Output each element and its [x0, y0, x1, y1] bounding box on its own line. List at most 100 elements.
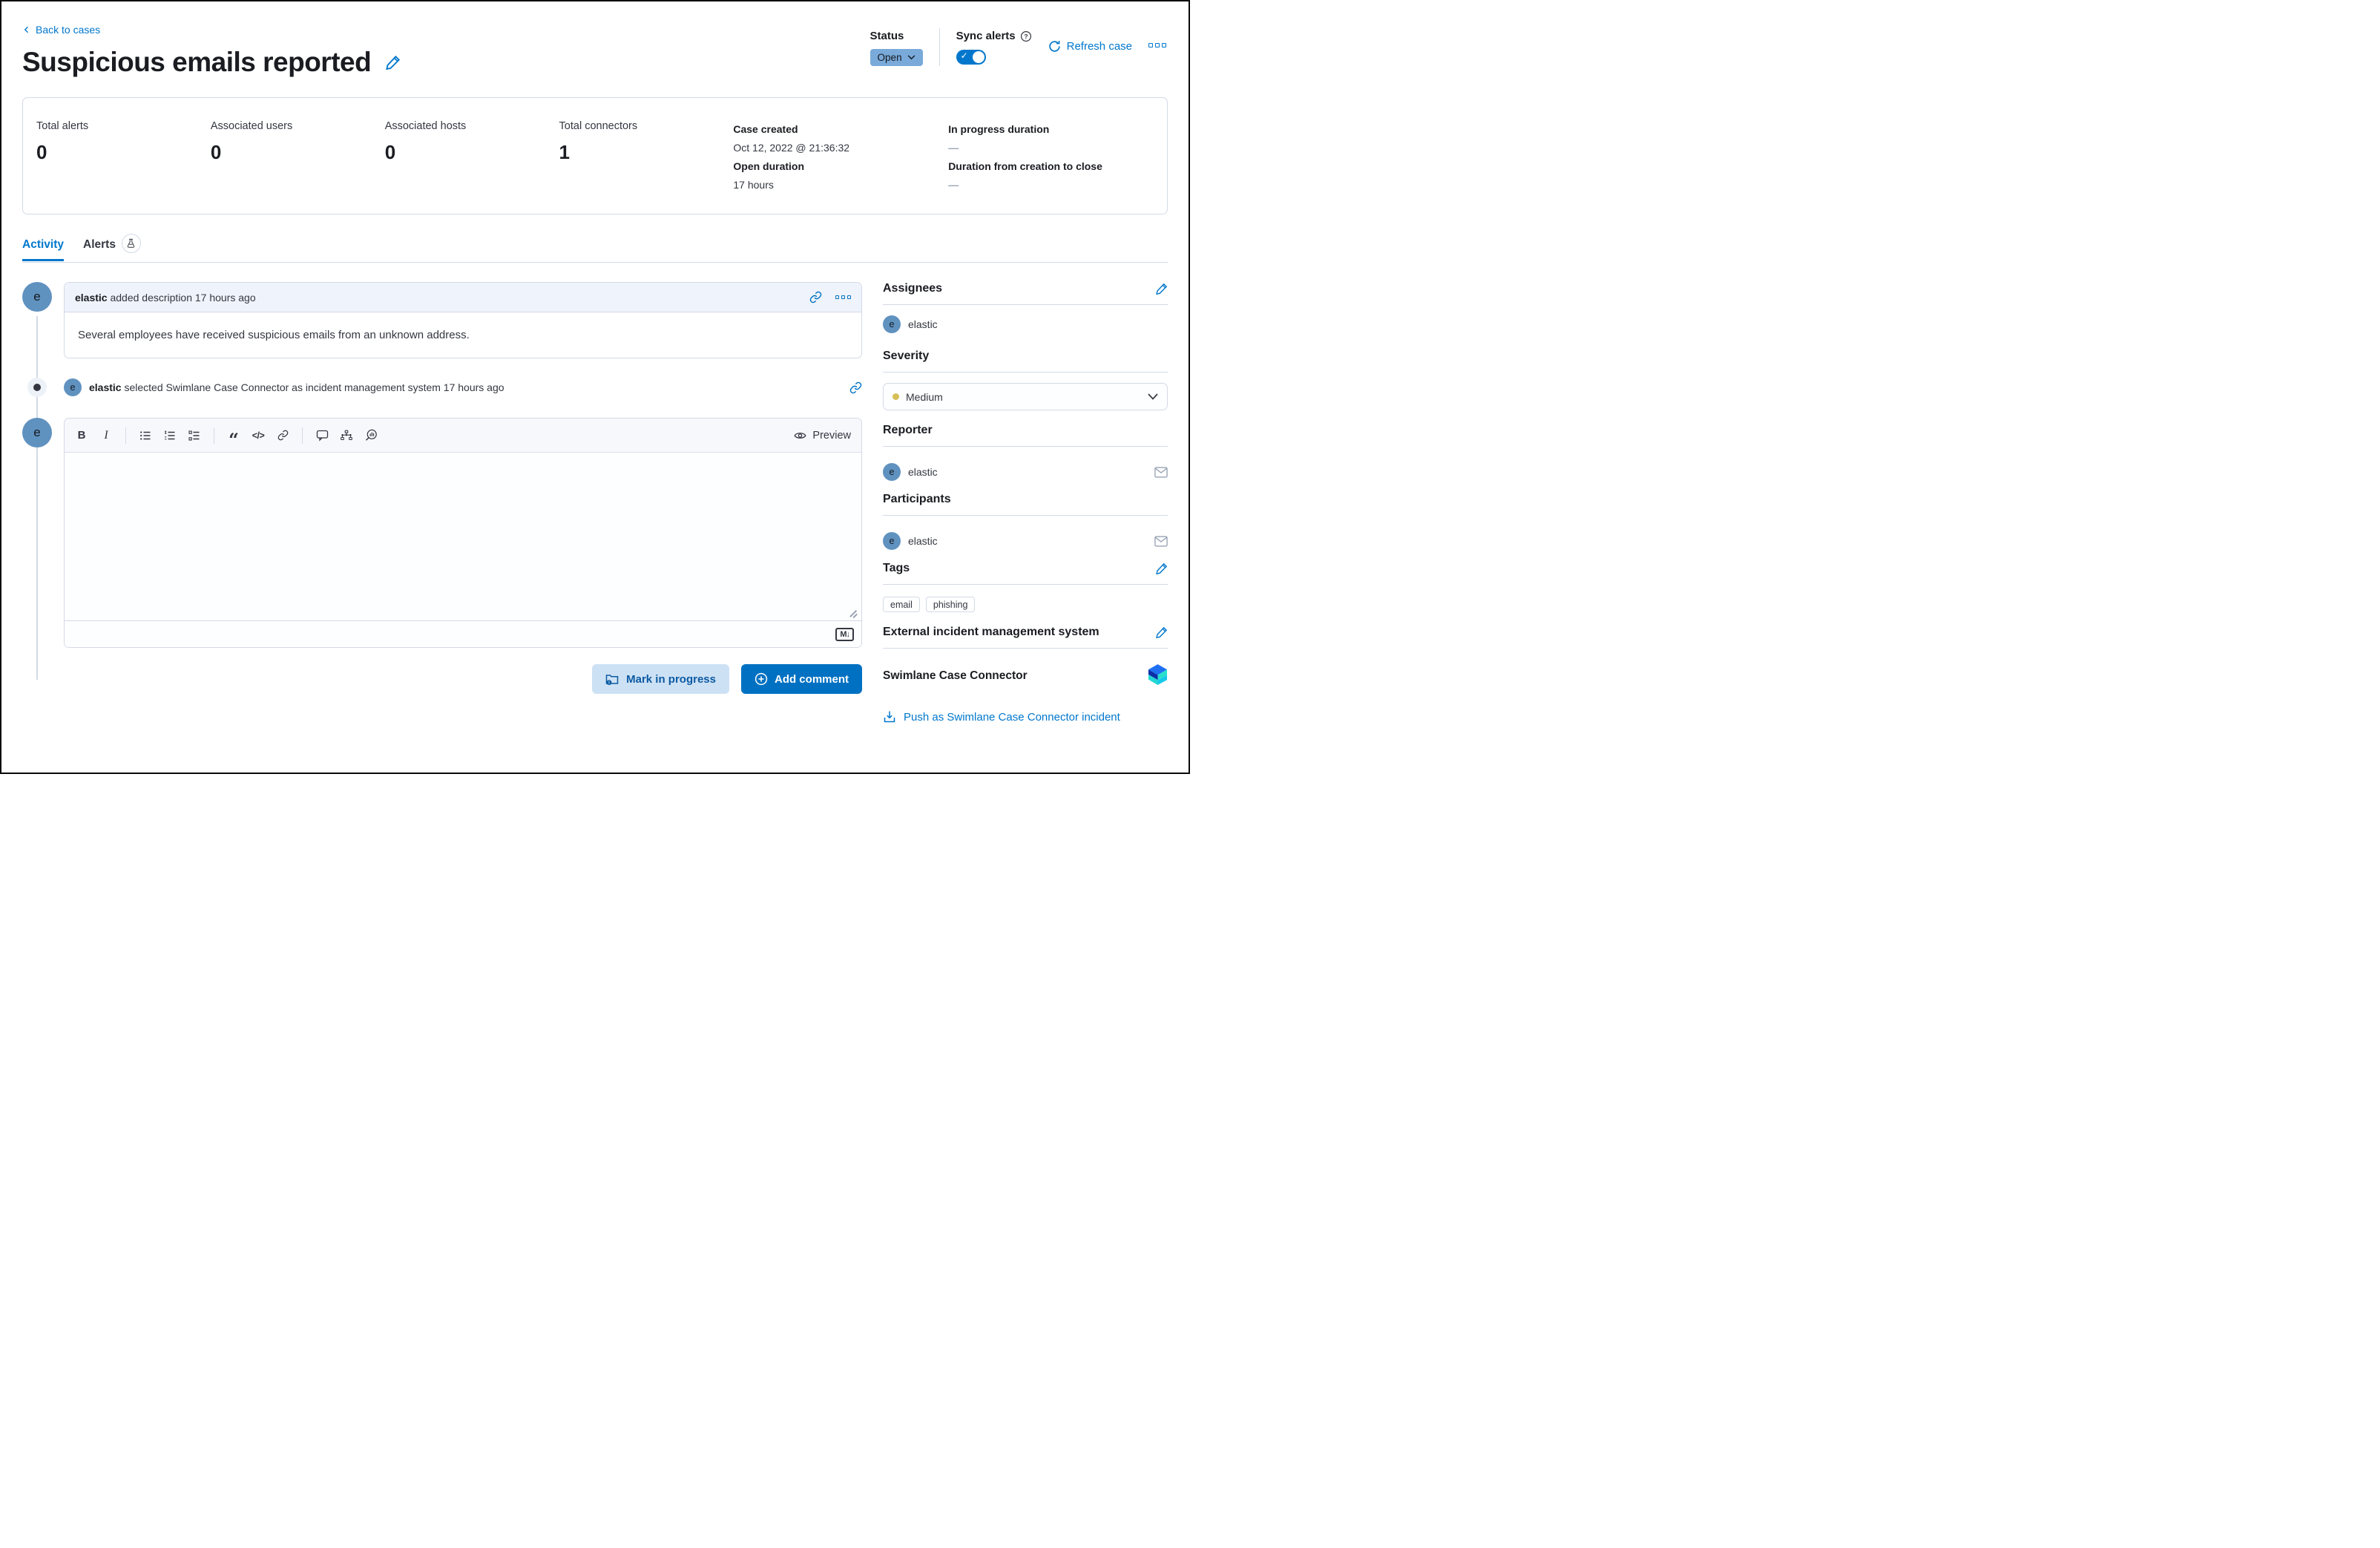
beaker-icon	[128, 238, 135, 248]
case-summary-panel: Total alerts 0 Associated users 0 Associ…	[22, 97, 1168, 214]
back-link-label: Back to cases	[36, 24, 101, 36]
comment-actions-icon[interactable]	[835, 295, 851, 299]
refresh-icon	[1048, 41, 1060, 52]
comment-body: Several employees have received suspicio…	[78, 329, 470, 341]
tab-activity[interactable]: Activity	[22, 238, 64, 261]
svg-text:?: ?	[1024, 33, 1028, 40]
copy-link-icon[interactable]	[809, 291, 822, 304]
case-dates-column: Case created Oct 12, 2022 @ 21:36:32 Ope…	[733, 123, 850, 191]
event-text: selected Swimlane Case Connector as inci…	[124, 381, 504, 393]
stat-total-connectors: Total connectors 1	[559, 120, 638, 163]
edit-title-pencil-icon[interactable]	[386, 55, 401, 70]
connector-row: Swimlane Case Connector	[883, 663, 1168, 688]
back-to-cases-link[interactable]: Back to cases	[22, 24, 100, 36]
lens-button[interactable]	[364, 427, 378, 444]
timeline-line	[36, 316, 38, 680]
status-dropdown[interactable]: Open	[870, 49, 923, 66]
quote-button[interactable]: “	[229, 428, 239, 450]
assignees-title: Assignees	[883, 282, 943, 295]
edit-connector-pencil-icon[interactable]	[1156, 626, 1168, 638]
toggle-check-icon: ✓	[960, 50, 968, 61]
timeline-comment-button[interactable]	[315, 427, 329, 444]
svg-text:!: !	[608, 680, 610, 686]
preview-button[interactable]: Preview	[794, 430, 851, 442]
stat-associated-users: Associated users 0	[210, 120, 293, 163]
participant-row: e elastic	[883, 532, 1168, 550]
connector-name: Swimlane Case Connector	[883, 669, 1028, 682]
avatar: e	[64, 378, 82, 396]
chevron-down-icon	[907, 55, 915, 60]
mark-in-progress-button[interactable]: ! Mark in progress	[592, 664, 729, 694]
reporter-title: Reporter	[883, 424, 933, 436]
eye-icon	[794, 432, 806, 439]
header-divider	[938, 28, 940, 66]
push-incident-button[interactable]: Push as Swimlane Case Connector incident	[883, 710, 1168, 724]
assignee-row: e elastic	[883, 315, 1168, 333]
tags-title: Tags	[883, 562, 910, 574]
description-comment-card: elastic added description 17 hours ago S…	[64, 282, 862, 358]
task-list-button[interactable]	[188, 427, 201, 444]
participants-title: Participants	[883, 493, 951, 505]
edit-tags-pencil-icon[interactable]	[1156, 563, 1168, 574]
avatar: e	[883, 315, 901, 333]
ordered-list-button[interactable]	[163, 427, 177, 444]
tag-badge: phishing	[925, 597, 976, 612]
add-comment-button[interactable]: Add comment	[740, 664, 862, 694]
tag-badge: email	[883, 597, 920, 612]
case-durations-column: In progress duration — Duration from cre…	[948, 123, 1102, 191]
tab-alerts[interactable]: Alerts	[83, 234, 141, 262]
help-icon[interactable]: ?	[1020, 30, 1032, 42]
severity-title: Severity	[883, 350, 930, 362]
sync-alerts-toggle[interactable]: ✓	[956, 50, 986, 65]
sync-alerts-label: Sync alerts	[956, 30, 1016, 42]
edit-assignees-pencil-icon[interactable]	[1156, 283, 1168, 295]
chevron-left-icon	[24, 26, 28, 33]
tag-list: email phishing	[883, 597, 1168, 612]
markdown-toolbar: B I “ </>	[65, 419, 861, 453]
markdown-icon[interactable]: M↓	[835, 627, 854, 641]
severity-dot	[892, 393, 899, 400]
refresh-case-button[interactable]: Refresh case	[1048, 40, 1132, 53]
avatar: e	[883, 532, 901, 550]
case-sidebar: Assignees e elastic Severity Medium	[883, 282, 1168, 724]
connector-event-row: e elastic selected Swimlane Case Connect…	[22, 376, 862, 399]
comment-author: elastic	[75, 291, 108, 304]
italic-button[interactable]: I	[104, 428, 108, 442]
activity-feed: e elastic added description 17 hours ago…	[22, 282, 862, 724]
code-button[interactable]: </>	[252, 430, 265, 441]
resize-handle[interactable]	[849, 609, 858, 617]
copy-link-icon[interactable]	[849, 381, 862, 394]
stat-associated-hosts: Associated hosts 0	[384, 120, 467, 163]
avatar: e	[22, 418, 52, 447]
status-label: Status	[870, 30, 904, 42]
avatar: e	[883, 463, 901, 481]
comment-action-text: added description 17 hours ago	[110, 291, 256, 304]
envelope-icon[interactable]	[1154, 535, 1168, 547]
severity-select[interactable]: Medium	[883, 383, 1168, 410]
bold-button[interactable]: B	[77, 429, 86, 442]
refresh-label: Refresh case	[1066, 40, 1132, 53]
stat-total-alerts: Total alerts 0	[36, 120, 89, 163]
page-title: Suspicious emails reported	[22, 47, 372, 77]
envelope-icon[interactable]	[1154, 466, 1168, 478]
experimental-badge	[121, 234, 141, 253]
status-group: Status Open	[870, 30, 923, 66]
status-value: Open	[877, 52, 902, 63]
case-detail-page: Back to cases Suspicious emails reported…	[0, 0, 1190, 774]
assignee-name: elastic	[908, 318, 938, 330]
external-system-title: External incident management system	[883, 626, 1099, 638]
swimlane-logo	[1148, 664, 1168, 686]
timeline-dot-icon	[27, 378, 47, 397]
osquery-button[interactable]	[340, 427, 353, 444]
plus-circle-icon	[755, 672, 768, 686]
comment-textarea[interactable]	[65, 453, 861, 620]
more-actions-icon[interactable]	[1148, 43, 1166, 47]
chevron-down-icon	[1148, 393, 1158, 400]
link-button[interactable]	[276, 427, 289, 444]
unordered-list-button[interactable]	[139, 427, 152, 444]
avatar: e	[22, 282, 52, 312]
comment-editor: B I “ </>	[64, 418, 862, 648]
sync-alerts-group: Sync alerts ? ✓	[956, 30, 1032, 65]
folder-status-icon: !	[605, 674, 619, 686]
case-tabs: Activity Alerts	[22, 234, 1168, 263]
